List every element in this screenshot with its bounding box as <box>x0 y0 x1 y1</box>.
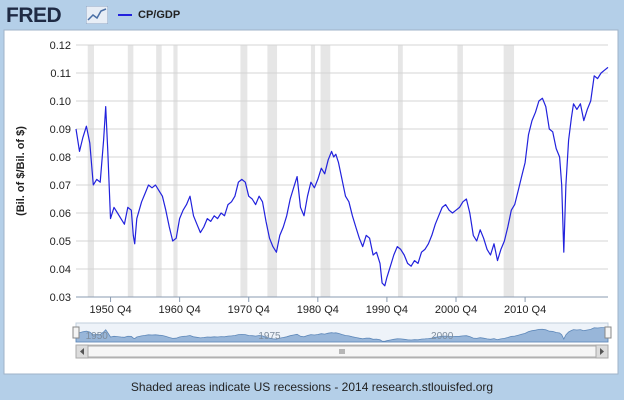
navigator-series-area <box>75 326 609 343</box>
recession-band <box>173 45 178 297</box>
y-tick-label: 0.11 <box>50 68 71 80</box>
x-tick-label: 1970 Q4 <box>228 304 270 316</box>
y-tick-label: 0.10 <box>50 96 71 108</box>
x-tick-label: 1960 Q4 <box>159 304 201 316</box>
y-tick-label: 0.07 <box>50 180 71 192</box>
legend-swatch <box>118 14 132 16</box>
x-tick-label: 1980 Q4 <box>297 304 339 316</box>
chart-legend: CP/GDP <box>118 9 180 21</box>
recession-band <box>87 45 94 297</box>
navigator-label: 1950 <box>86 331 109 342</box>
y-tick-label: 0.12 <box>50 40 71 52</box>
x-tick-label: 2010 Q4 <box>504 304 546 316</box>
y-tick-label: 0.06 <box>50 208 71 220</box>
fred-logo-graph-icon <box>86 6 108 24</box>
chart-footer-note: Shaded areas indicate US recessions - 20… <box>130 380 494 394</box>
recession-band <box>310 45 316 297</box>
recession-band <box>503 45 515 297</box>
legend-series-name: CP/GDP <box>138 9 181 21</box>
recession-band <box>267 45 278 297</box>
navigator-left-handle[interactable] <box>72 326 80 339</box>
series-line-cp-gdp <box>75 66 609 287</box>
fred-logo: FRED <box>6 4 62 27</box>
y-tick-label: 0.04 <box>50 264 71 276</box>
x-tick-label: 2000 Q4 <box>435 304 477 316</box>
navigator-label: 2000 <box>431 331 454 342</box>
scrollbar-right-arrow-icon <box>600 348 604 355</box>
scrollbar-left-arrow-icon <box>80 348 84 355</box>
y-tick-label: 0.08 <box>50 152 71 164</box>
y-tick-label: 0.03 <box>50 292 71 304</box>
recession-band <box>397 45 403 297</box>
y-tick-label: 0.09 <box>50 124 71 136</box>
navigator-label: 1975 <box>258 331 281 342</box>
recession-band <box>240 45 248 297</box>
recession-band <box>156 45 162 297</box>
navigator-right-handle[interactable] <box>604 326 612 339</box>
plot-area <box>76 45 608 297</box>
y-tick-label: 0.05 <box>50 236 71 248</box>
recession-band <box>127 45 134 297</box>
chart: 0.03 0.04 0.05 0.06 0.07 0.08 0.09 0.10 0.11 0.12… <box>3 29 619 375</box>
x-tick-label: 1950 Q4 <box>89 304 131 316</box>
y-axis-label: (Bil. of $/Bil. of $) <box>15 126 27 216</box>
x-tick-label: 1990 Q4 <box>366 304 408 316</box>
recession-band <box>457 45 463 297</box>
